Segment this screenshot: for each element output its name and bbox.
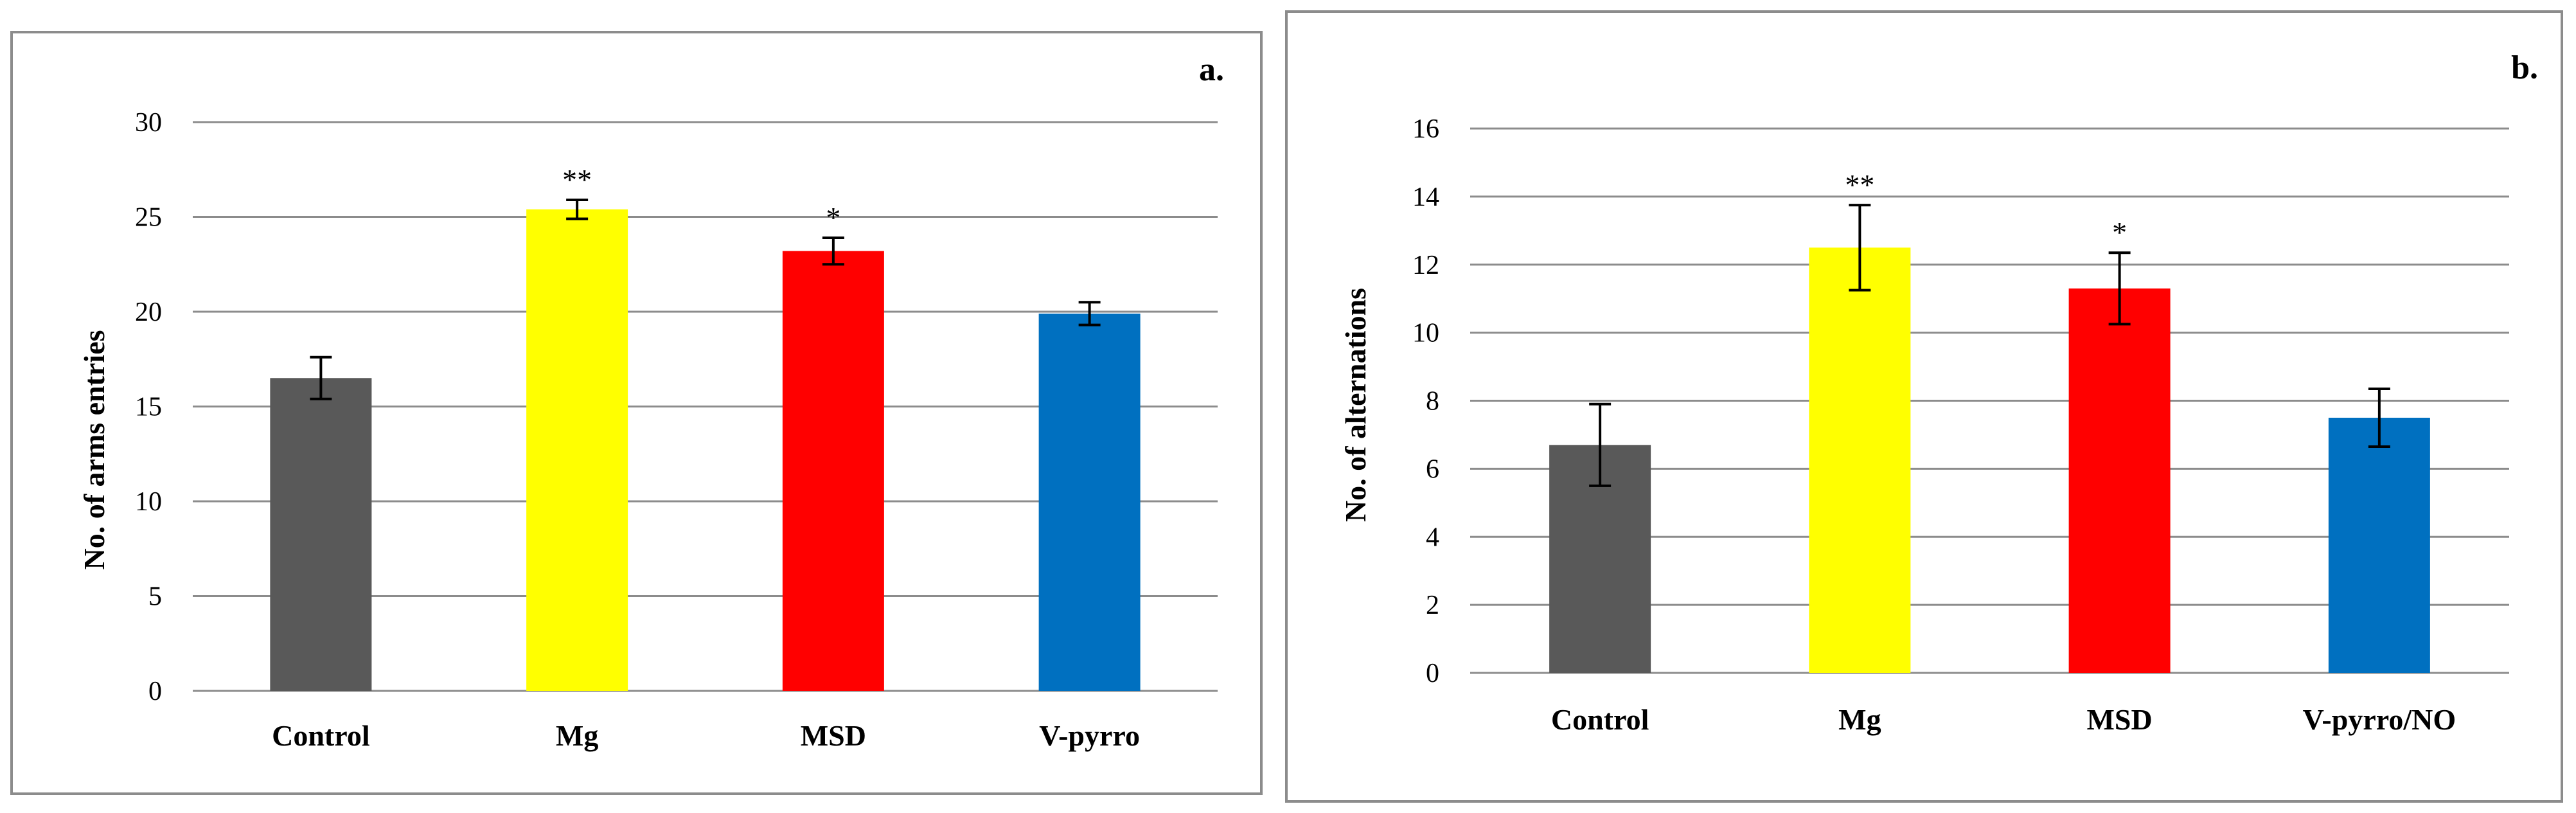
panel-b-bar-v-pyrro-no bbox=[2328, 417, 2430, 673]
panel-a-error-bar-v-pyrro bbox=[1078, 301, 1101, 326]
panel-b-ytick-label: 14 bbox=[1412, 183, 1439, 212]
panel-b-frame bbox=[1285, 10, 2563, 803]
panel-a-bars bbox=[270, 209, 1141, 692]
panel-b-label: b. bbox=[2511, 49, 2538, 86]
panel-b-bars bbox=[1549, 247, 2430, 673]
panel-b-ytick-label: 4 bbox=[1426, 523, 1439, 552]
panel-a-bar-v-pyrro bbox=[1038, 313, 1141, 691]
panel-b-category-label: Control bbox=[1551, 703, 1649, 736]
panel-a-category-label: Control bbox=[272, 719, 370, 752]
panel-a-ylabel: No. of arms entries bbox=[78, 330, 111, 569]
panel-b-error-bars bbox=[1589, 204, 2390, 487]
panel-b-significance-mg: ** bbox=[1845, 168, 1874, 201]
panel-a-bar-control bbox=[270, 378, 372, 691]
panel-a-ytick-label: 25 bbox=[135, 203, 162, 233]
panel-a-label: a. bbox=[1199, 51, 1224, 88]
panel-b-category-label: Mg bbox=[1838, 703, 1881, 736]
panel-b-ytick-label: 2 bbox=[1426, 591, 1439, 620]
panel-b-category-label: MSD bbox=[2087, 703, 2153, 736]
panel-b-annotations: *** bbox=[1845, 168, 2127, 249]
panel-a-error-bars bbox=[310, 198, 1101, 400]
panel-a-ytick-label: 5 bbox=[148, 582, 162, 612]
panel-b-error-bar-msd bbox=[2108, 251, 2131, 326]
panel-b-x-ticks: Control Mg MSD V-pyrro/NO bbox=[1551, 703, 2456, 736]
panel-b: b. No. of alternations *** 0246810121416… bbox=[1285, 10, 2563, 803]
panel-b-ytick-label: 10 bbox=[1412, 319, 1439, 348]
panel-a-significance-msd: * bbox=[826, 201, 840, 234]
panel-b-bar-mg bbox=[1809, 247, 1911, 673]
panel-b-error-bar-v-pyrro-no bbox=[2368, 387, 2390, 448]
panel-a-ytick-label: 10 bbox=[135, 487, 162, 517]
panel-a-significance-mg: ** bbox=[562, 163, 592, 196]
panel-a-ytick-label: 15 bbox=[135, 393, 162, 422]
panel-a-ytick-label: 20 bbox=[135, 298, 162, 327]
panel-a-category-label: V-pyrro bbox=[1039, 719, 1140, 752]
panel-b-category-label: V-pyrro/NO bbox=[2303, 703, 2456, 736]
panel-a-bar-mg bbox=[526, 209, 628, 691]
panel-a-error-bar-mg bbox=[566, 198, 589, 220]
panel-b-error-bar-control bbox=[1589, 402, 1612, 487]
panel-a-annotations: *** bbox=[562, 163, 840, 234]
panel-b-significance-msd: * bbox=[2112, 216, 2127, 249]
panel-a-category-label: Mg bbox=[556, 719, 598, 752]
panel-b-error-bar-mg bbox=[1849, 204, 1871, 292]
panel-a-error-bar-control bbox=[310, 355, 332, 400]
panel-a-ytick-label: 0 bbox=[148, 677, 162, 706]
panel-a-ytick-label: 30 bbox=[135, 108, 162, 138]
panel-b-ytick-label: 8 bbox=[1426, 387, 1439, 416]
panel-b-y-ticks: 0 2 4 6 8 10 12 14 16 bbox=[1412, 114, 1439, 688]
panel-a-x-ticks: Control Mg MSD V-pyrro bbox=[272, 719, 1140, 752]
panel-a-y-ticks: 0 5 10 15 20 25 30 bbox=[135, 108, 162, 706]
panel-b-ytick-label: 6 bbox=[1426, 454, 1439, 484]
panel-b-ytick-label: 16 bbox=[1412, 114, 1439, 144]
panel-a-bar-msd bbox=[782, 251, 884, 692]
panel-a-error-bar-msd bbox=[822, 236, 844, 266]
panel-a: a. No. of arms entries *** 051015202530 … bbox=[10, 31, 1263, 795]
panel-b-ylabel: No. of alternations bbox=[1339, 288, 1372, 522]
panel-a-category-label: MSD bbox=[801, 719, 866, 752]
panel-b-bar-msd bbox=[2068, 288, 2171, 673]
panel-b-ytick-label: 12 bbox=[1412, 251, 1439, 280]
panel-b-ytick-label: 0 bbox=[1426, 659, 1439, 688]
